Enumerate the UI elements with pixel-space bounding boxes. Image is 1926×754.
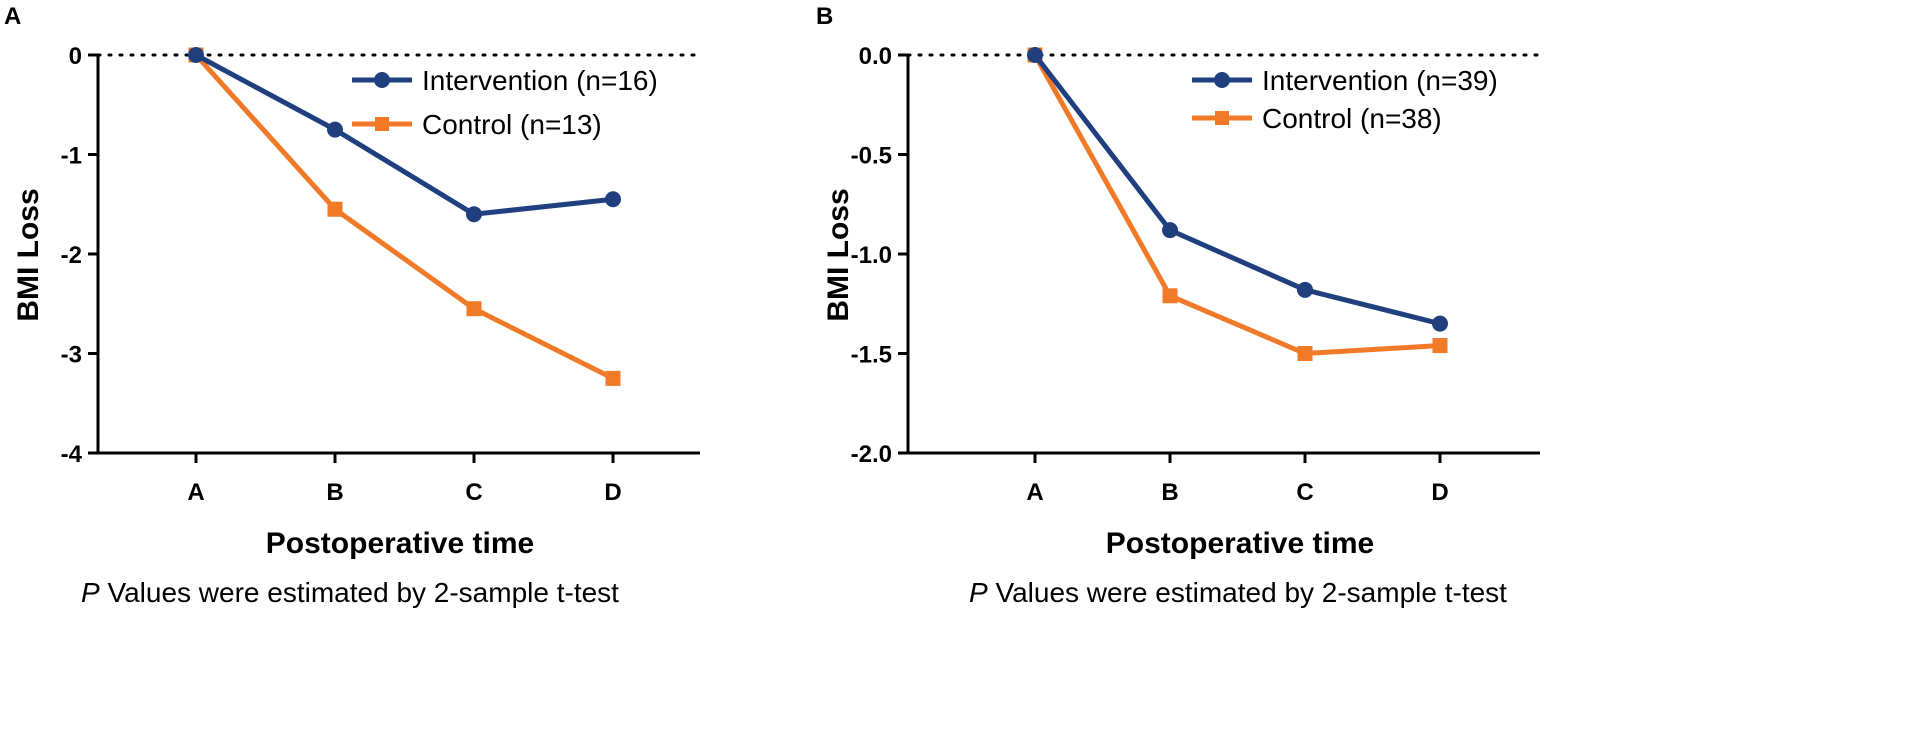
y-tick-label: 0.0 [859,43,892,70]
data-point [1432,315,1448,332]
legend: Intervention (n=39) Control (n=38) [1192,65,1498,134]
legend-label: Control (n=38) [1262,103,1442,134]
footnote-italic: P [969,577,988,608]
data-point [466,301,482,317]
y-tick-label: -1.5 [851,342,892,369]
legend-marker [1215,111,1229,125]
legend-marker [1214,72,1230,88]
x-tick-label: D [604,479,621,506]
data-point [1027,47,1043,63]
data-point [466,206,482,223]
plot-area: 0 -1 -2 -3 -4 A B C D [61,43,702,506]
footnote-text: Values were estimated by 2-sample t-test [100,577,619,608]
legend-marker [375,117,389,131]
footnote: P Values were estimated by 2-sample t-te… [81,577,619,608]
legend-item: Control (n=13) [352,109,602,140]
x-axis-title: Postoperative time [266,527,534,560]
legend-item: Control (n=38) [1192,103,1442,134]
y-tick-label: 0 [69,43,82,70]
y-axis-title: BMI Loss [822,188,855,321]
y-tick-label: -2 [61,242,82,269]
x-tick-label: D [1431,479,1448,506]
x-tick-label: C [1296,479,1313,506]
series-line [1032,53,1441,356]
data-point [1297,281,1313,298]
panel-b: B 0.0 -0.5 -1.0 -1.5 -2.0 A B C D Intervention (… [816,3,1542,608]
x-tick-label: B [1161,479,1178,506]
x-tick-label: A [1026,479,1043,506]
plot-area: 0.0 -0.5 -1.0 -1.5 -2.0 A B C D [851,43,1542,506]
y-tick-label: -2.0 [851,441,892,468]
data-point [1297,346,1313,361]
y-tick-label: -3 [61,342,82,369]
legend-item: Intervention (n=16) [352,65,658,96]
x-tick-label: A [187,479,204,506]
panel-letter: B [816,3,833,30]
data-point [1432,338,1448,354]
legend-marker [374,72,390,88]
legend-item: Intervention (n=39) [1192,65,1498,96]
footnote-italic: P [81,577,100,608]
y-tick-label: -1 [61,143,82,170]
series-line [194,53,615,381]
series-line [1033,53,1441,327]
data-point [188,47,204,63]
data-point [327,121,343,138]
data-point [327,201,343,217]
footnote-text: Values were estimated by 2-sample t-test [988,577,1507,608]
x-axis-title: Postoperative time [1106,527,1374,560]
x-tick-label: C [465,479,482,506]
data-point [605,370,621,386]
y-axis-title: BMI Loss [12,188,45,321]
legend-label: Intervention (n=16) [422,65,658,96]
x-tick-label: B [326,479,343,506]
legend-label: Intervention (n=39) [1262,65,1498,96]
panel-a: A 0 -1 -2 -3 -4 A B C D Intervention (n=16) Cont… [4,3,702,608]
legend: Intervention (n=16) Control (n=13) [352,65,658,140]
series-line [194,52,614,217]
data-point [1162,288,1178,304]
footnote: P Values were estimated by 2-sample t-te… [969,577,1507,608]
y-tick-label: -4 [61,441,83,468]
y-tick-label: -0.5 [851,143,892,170]
data-point [605,191,621,208]
y-tick-label: -1.0 [851,242,892,269]
panel-letter: A [4,3,21,30]
legend-label: Control (n=13) [422,109,602,140]
data-point [1162,222,1178,239]
